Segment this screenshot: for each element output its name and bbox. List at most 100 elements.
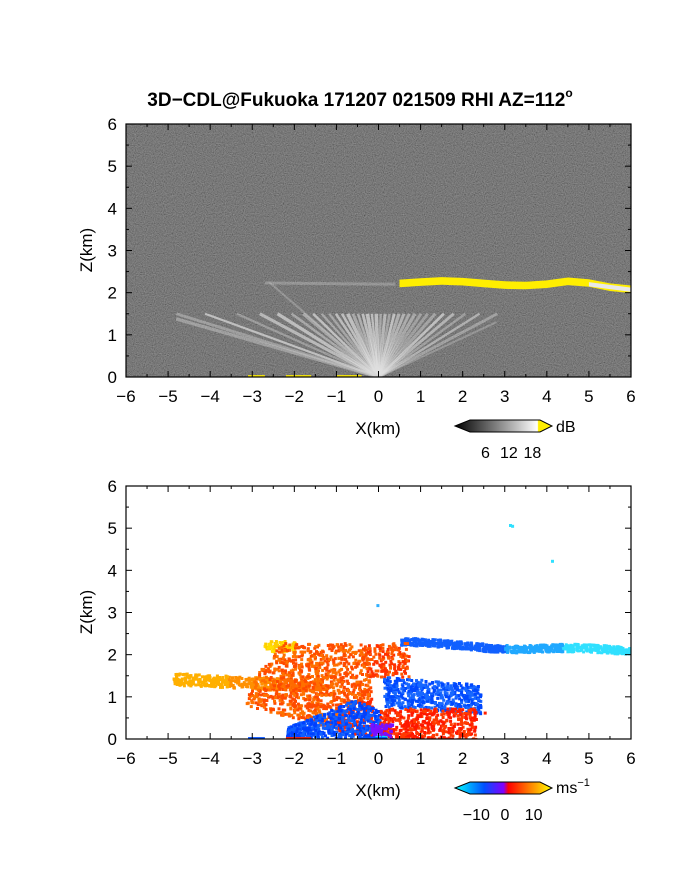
velocity-pixel — [389, 689, 393, 693]
velocity-pixel — [330, 700, 334, 703]
velocity-pixel — [459, 732, 462, 736]
velocity-pixel — [380, 723, 384, 727]
velocity-pixel — [396, 713, 400, 717]
velocity-pixel — [370, 658, 374, 661]
velocity-pixel — [342, 664, 346, 667]
velocity-pixel — [283, 640, 287, 643]
velocity-pixel — [406, 683, 410, 687]
velocity-pixel — [307, 732, 311, 736]
velocity-pixel — [273, 699, 276, 703]
velocity-pixel — [429, 709, 433, 713]
velocity-pixel — [319, 680, 323, 684]
velocity-pixel — [339, 726, 343, 730]
velocity-pixel — [455, 731, 458, 735]
velocity-pixel — [206, 676, 210, 680]
beam-ray — [236, 312, 379, 377]
velocity-pixel — [294, 667, 297, 671]
velocity-pixel — [289, 669, 293, 673]
velocity-pixel — [413, 734, 417, 738]
velocity-pixel — [349, 724, 352, 728]
velocity-pixel — [372, 713, 375, 717]
velocity-pixel — [454, 712, 457, 716]
velocity-pixel — [273, 668, 277, 672]
velocity-pixel — [359, 649, 363, 653]
velocity-pixel — [339, 734, 343, 738]
velocity-pixel — [420, 688, 424, 692]
velocity-pixel — [425, 642, 429, 646]
velocity-pixel — [544, 644, 548, 648]
velocity-pixel — [332, 694, 336, 698]
reflectivity-xtick-label: 6 — [626, 387, 635, 406]
velocity-pixel — [447, 736, 451, 739]
velocity-pixel — [401, 684, 405, 688]
velocity-pixel — [300, 733, 304, 737]
velocity-pixel — [208, 674, 212, 678]
velocity-pixel — [419, 686, 423, 690]
velocity-pixel — [515, 649, 519, 653]
velocity-pixel — [374, 730, 378, 734]
velocity-pixel — [307, 708, 311, 712]
velocity-pixel — [434, 680, 438, 684]
velocity-pixel — [364, 683, 368, 687]
velocity-pixel — [254, 681, 258, 685]
velocity-pixel — [410, 724, 414, 728]
velocity-pixel — [351, 723, 355, 726]
velocity-pixel — [459, 727, 463, 731]
velocity-pixel — [353, 729, 357, 733]
velocity-pixel — [354, 716, 358, 719]
velocity-pixel — [600, 648, 604, 651]
velocity-pixel — [436, 713, 440, 717]
velocity-pixel — [245, 702, 249, 706]
velocity-pixel — [458, 682, 461, 685]
velocity-pixel — [232, 679, 236, 683]
velocity-pixel — [466, 722, 469, 725]
velocity-pixel — [398, 701, 402, 705]
velocity-pixel — [284, 649, 288, 652]
velocity-pixel — [460, 701, 464, 705]
velocity-pixel — [361, 673, 364, 676]
velocity-pixel — [315, 661, 319, 665]
velocity-pixel — [359, 699, 363, 703]
velocity-pixel — [350, 735, 353, 739]
velocity-pixel — [325, 707, 328, 711]
velocity-pixel — [417, 683, 421, 687]
velocity-pixel — [333, 692, 336, 696]
velocity-pixel — [346, 697, 350, 701]
velocity-pixel — [277, 650, 281, 654]
velocity-pixel — [341, 681, 344, 684]
velocity-pixel — [388, 711, 391, 715]
velocity-pixel — [586, 643, 590, 647]
velocity-pixel — [281, 708, 285, 712]
velocity-pixel — [400, 706, 404, 710]
velocity-pixel — [291, 716, 295, 720]
velocity-pixel — [349, 714, 352, 718]
velocity-pixel — [294, 664, 298, 668]
velocity-pixel — [405, 724, 409, 728]
velocity-pixel — [409, 643, 413, 647]
velocity-pixel — [215, 677, 219, 681]
velocity-pixel — [384, 723, 388, 727]
velocity-pixel — [476, 705, 480, 709]
velocity-pixel — [383, 721, 387, 725]
velocity-pixel — [378, 713, 381, 717]
velocity-pixel — [240, 677, 244, 680]
velocity-pixel — [232, 686, 236, 690]
velocity-pixel — [339, 648, 343, 652]
velocity-pixel — [259, 693, 263, 697]
velocity-pixel — [386, 716, 390, 720]
velocity-ytick-label: 6 — [108, 477, 117, 496]
velocity-pixel — [421, 695, 425, 699]
velocity-pixel — [358, 729, 362, 733]
velocity-pixel — [390, 647, 394, 651]
velocity-pixel — [458, 647, 462, 651]
velocity-pixel — [378, 653, 382, 657]
velocity-pixel — [303, 646, 307, 650]
velocity-pixel — [318, 713, 322, 717]
velocity-pixel — [467, 709, 471, 713]
velocity-pixel — [421, 701, 425, 705]
velocity-pixel — [340, 656, 344, 660]
velocity-pixel — [539, 643, 542, 647]
